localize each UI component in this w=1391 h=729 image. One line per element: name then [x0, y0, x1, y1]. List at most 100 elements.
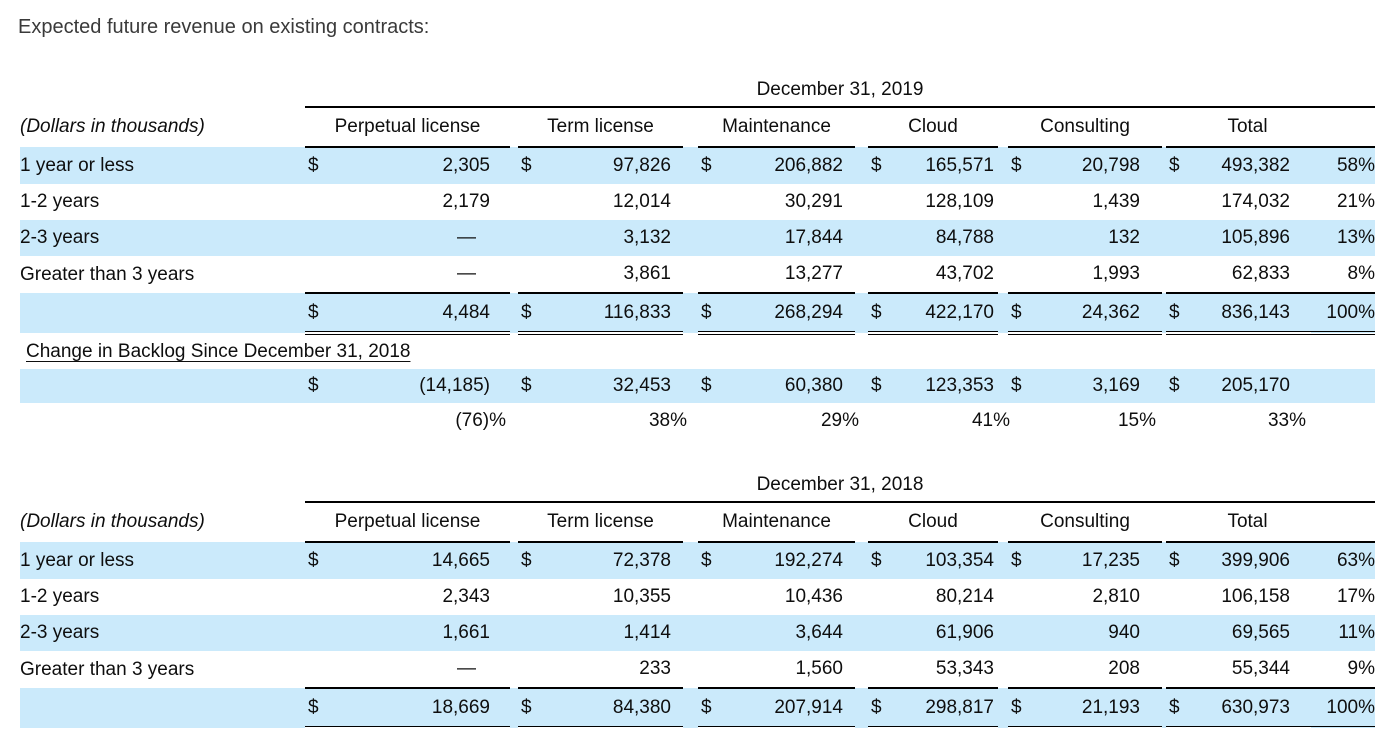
dollar-sign: $: [1011, 550, 1022, 571]
spacer: [855, 147, 868, 184]
cell: $298,817: [868, 687, 998, 729]
cell-value: 84,788: [935, 227, 994, 248]
cell-value: 123,353: [925, 375, 994, 396]
cell-value: 80,214: [935, 586, 994, 607]
cell: 3,644: [698, 615, 855, 651]
spacer: [855, 615, 868, 651]
cell: Change in Backlog Since December 31, 201…: [20, 333, 1375, 369]
cell: $24,362: [1008, 292, 1162, 335]
cell: 1,414: [518, 615, 683, 651]
cell: 10,355: [518, 579, 683, 615]
dollar-sign: $: [871, 155, 882, 176]
spacer: [683, 579, 698, 615]
cell-value: 103,354: [925, 550, 994, 571]
cell-value: 1,439: [1092, 191, 1140, 212]
cell-percent: 29%: [820, 410, 859, 431]
cell-value: 105,896: [1221, 227, 1290, 248]
cell-percent: 100%: [1311, 687, 1376, 729]
cell: $32,453: [518, 369, 683, 403]
cell: 2,343: [305, 579, 510, 615]
cell: $60,380: [698, 369, 855, 403]
spacer: [998, 651, 1008, 688]
cell-value: —: [457, 263, 476, 284]
cell: 55,344: [1166, 651, 1311, 688]
dollar-sign: $: [521, 550, 532, 571]
dollar-sign: $: [308, 375, 319, 396]
spacer: [20, 369, 305, 403]
col-header-total: Total: [1166, 502, 1376, 543]
dollar-sign: $: [308, 301, 319, 323]
table-row: Greater than 3 years — 3,861 13,277 43,7…: [20, 256, 1375, 293]
cell-value: 30,291: [784, 191, 843, 212]
col-header-consulting: Consulting: [1008, 107, 1162, 148]
cell: $206,882: [698, 147, 855, 184]
total-row: $18,669 $84,380 $207,914 $298,817 $21,19…: [20, 687, 1376, 729]
total-row: $4,484 $116,833 $268,294 $422,170 $24,36…: [20, 292, 1376, 335]
spacer: [998, 688, 1008, 728]
spacer: [683, 502, 698, 542]
cell: 208: [1008, 651, 1162, 688]
cell-value: 2,305: [442, 155, 490, 176]
table-row: 1 year or less $2,305 $97,826 $206,882 $…: [20, 147, 1376, 184]
cell: 10,436: [698, 579, 855, 615]
cell-percent: 11%: [1338, 622, 1376, 643]
spacer: [998, 579, 1008, 615]
cell: 62,833: [1166, 256, 1311, 293]
cell-value: 1,560: [795, 658, 843, 679]
backlog-value-row: $ (14,185) $32,453 $60,380 $123,353 $3,16…: [20, 369, 1376, 403]
table-row: 2-3 years 1,661 1,414 3,644 61,906 940 6…: [20, 615, 1376, 651]
row-label: 2-3 years: [20, 227, 100, 248]
spacer: [998, 293, 1008, 333]
cell-value: 206,882: [774, 155, 843, 176]
cell: 38%: [518, 403, 687, 439]
cell: $422,170: [868, 292, 998, 335]
cell-value: 97,826: [612, 155, 671, 176]
col-header-total: Total: [1166, 107, 1376, 148]
col-header-perpetual-license: Perpetual license: [305, 107, 510, 148]
spacer: [683, 542, 698, 579]
cell-value: 205,170: [1221, 375, 1290, 396]
cell-percent: 13%: [1336, 227, 1376, 248]
cell: $123,353: [868, 369, 998, 403]
cell: 69,565: [1166, 615, 1311, 651]
spacer: [683, 107, 698, 147]
cell: 105,896: [1166, 220, 1311, 256]
cell-value: 10,355: [612, 586, 671, 607]
backlog-percent-row: (76)% 38% 29% 41% 15% 33%: [20, 403, 1375, 439]
table-row: 2-3 years — 3,132 17,844 84,788 132 105,…: [20, 220, 1376, 256]
col-header-maintenance: Maintenance: [698, 502, 855, 543]
spacer: [998, 615, 1008, 651]
cell-percent: (76)%: [455, 410, 506, 431]
cell: 53,343: [868, 651, 998, 688]
cell-value: 61,906: [935, 622, 994, 643]
spacer: [683, 256, 698, 293]
spacer: [20, 688, 305, 728]
cell-value: 174,032: [1221, 191, 1290, 212]
spacer: [683, 369, 698, 403]
spacer: [855, 502, 868, 542]
row-label: 1-2 years: [20, 191, 100, 212]
units-label: (Dollars in thousands): [20, 511, 205, 532]
cell-value: 10,436: [784, 586, 843, 607]
cell-value: 2,179: [442, 191, 490, 212]
cell: $165,571: [868, 147, 998, 184]
cell-percent: 17%: [1336, 586, 1376, 607]
backlog-section-label: Change in Backlog Since December 31, 201…: [26, 341, 411, 362]
table-december-31-2018: December 31, 2018 (Dollars in thousands)…: [20, 469, 1376, 729]
cell: $116,833: [518, 292, 683, 335]
spacer: [20, 293, 305, 333]
dollar-sign: $: [308, 550, 319, 571]
table-row: Greater than 3 years — 233 1,560 53,343 …: [20, 651, 1375, 688]
cell: $84,380: [518, 687, 683, 729]
cell-value: 940: [1108, 622, 1140, 643]
cell: 2,179: [305, 184, 510, 220]
cell-value: 43,702: [935, 263, 994, 284]
cell: $2,305: [305, 147, 510, 184]
cell: $21,193: [1008, 687, 1162, 729]
cell-percent: 63%: [1336, 550, 1376, 571]
cell-value: (14,185): [419, 375, 490, 396]
cell-value: 60,380: [784, 375, 843, 396]
cell: 13,277: [698, 256, 855, 293]
dollar-sign: $: [1011, 375, 1022, 396]
dollar-sign: $: [701, 550, 712, 571]
